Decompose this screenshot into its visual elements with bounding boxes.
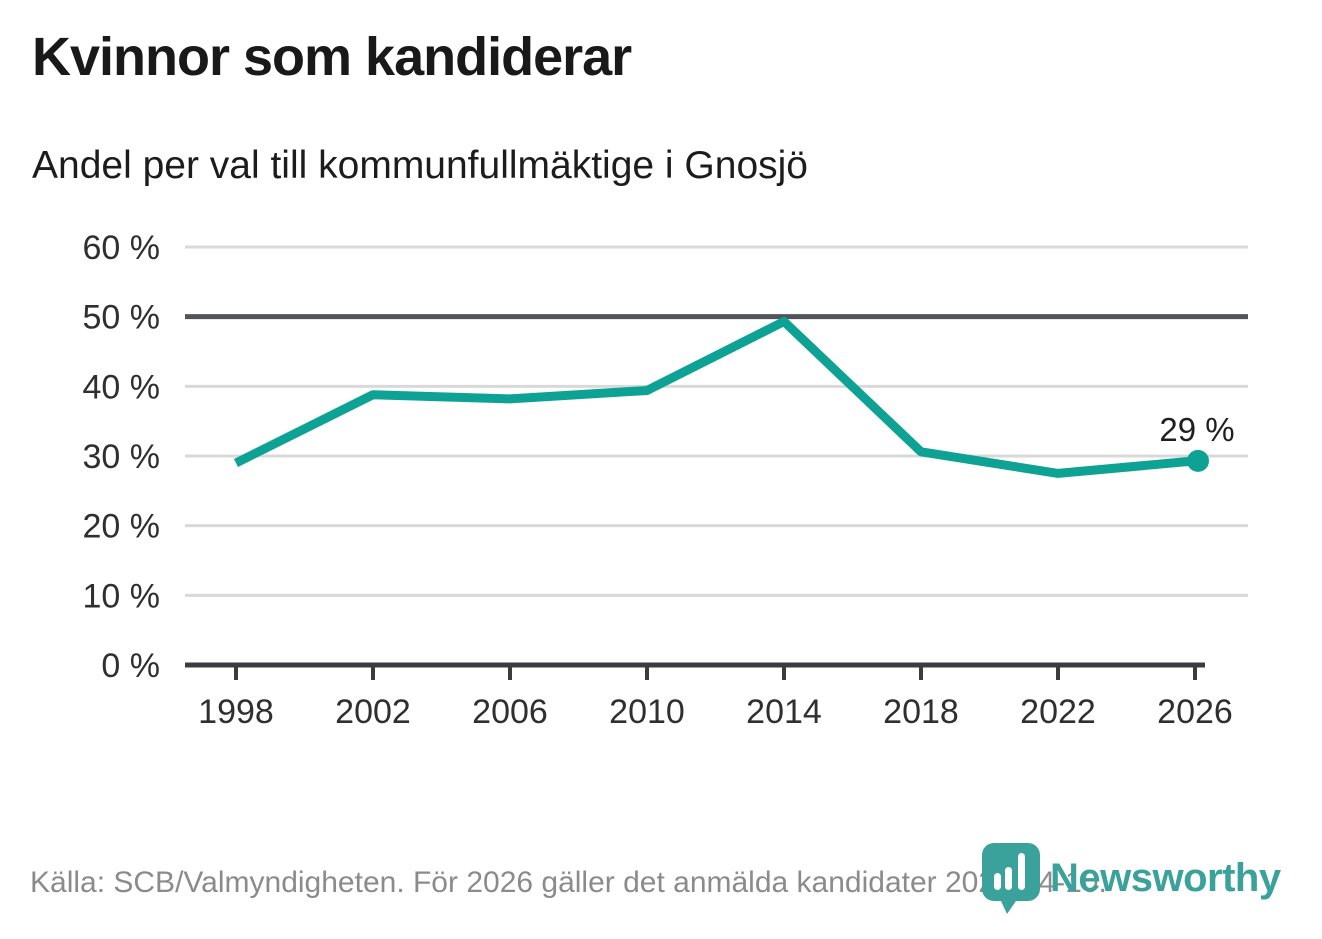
x-axis-label: 2022 bbox=[1020, 693, 1096, 731]
y-axis-label: 60 % bbox=[83, 229, 161, 267]
data-point-dot bbox=[1187, 449, 1209, 472]
x-axis-label: 2006 bbox=[472, 693, 548, 731]
x-axis-label: 2026 bbox=[1157, 693, 1233, 731]
x-axis-label: 2010 bbox=[609, 693, 685, 731]
y-axis-label: 0 % bbox=[101, 647, 160, 685]
y-axis-label: 50 % bbox=[83, 299, 161, 337]
chart-title: Kvinnor som kandiderar bbox=[32, 27, 632, 87]
data-line bbox=[233, 317, 1196, 478]
pin-bar-tall bbox=[1018, 853, 1025, 890]
y-axis-label: 10 % bbox=[83, 577, 161, 615]
pin-bar-small bbox=[994, 873, 1001, 890]
x-axis-label: 1998 bbox=[198, 693, 274, 731]
y-axis-label: 40 % bbox=[83, 368, 161, 406]
x-axis-label: 2014 bbox=[746, 693, 822, 731]
chart-subtitle: Andel per val till kommunfullmäktige i G… bbox=[32, 144, 809, 187]
y-axis-label: 20 % bbox=[83, 508, 161, 546]
newsworthy-logo-text: Newsworthy bbox=[1050, 856, 1281, 900]
pin-bar-medium bbox=[1005, 867, 1012, 890]
newsworthy-pin-icon bbox=[982, 843, 1040, 914]
newsworthy-logo: Newsworthy bbox=[982, 843, 1281, 914]
x-axis-label: 2002 bbox=[335, 693, 411, 731]
value-annotation: 29 % bbox=[1159, 411, 1234, 448]
y-axis-label: 30 % bbox=[83, 438, 161, 476]
x-axis-label: 2018 bbox=[883, 693, 959, 731]
source-note: Källa: SCB/Valmyndigheten. För 2026 gäll… bbox=[30, 866, 1107, 899]
